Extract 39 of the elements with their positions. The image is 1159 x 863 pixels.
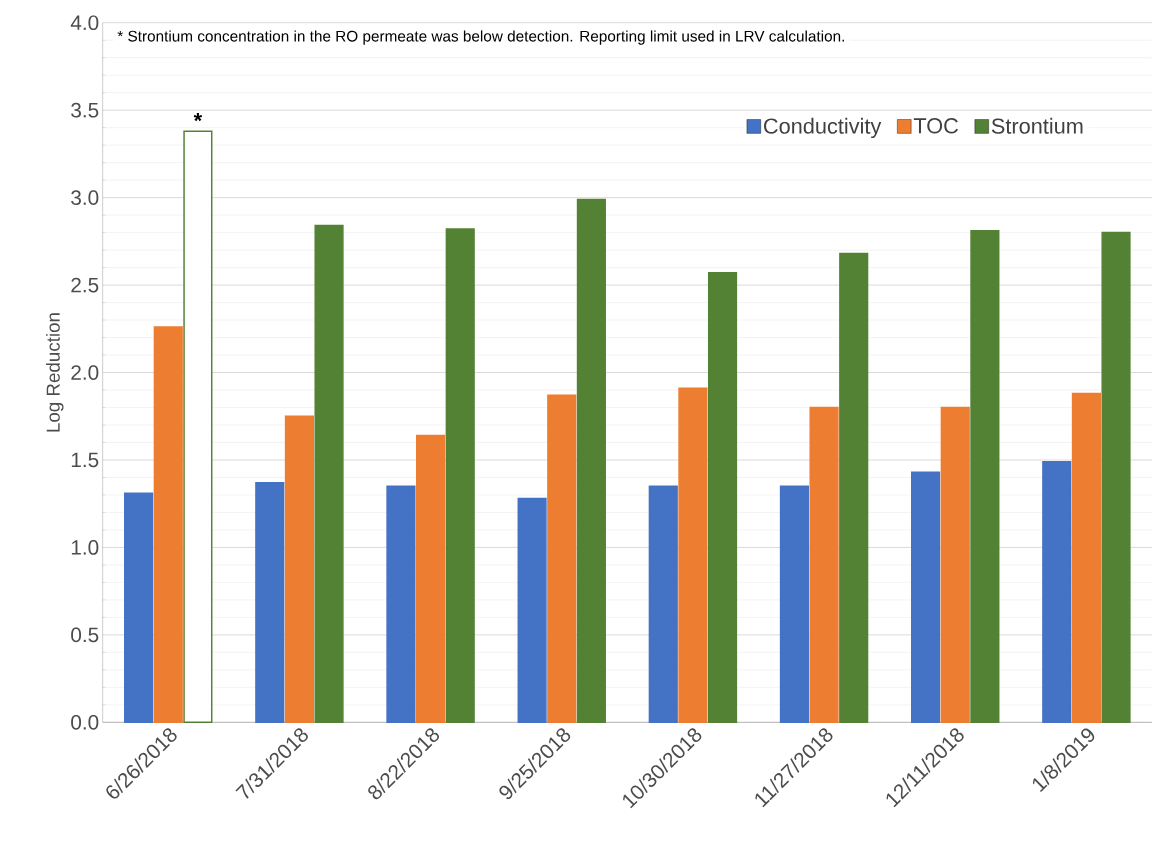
bar: [183, 130, 213, 724]
legend-label: Strontium: [991, 117, 1083, 134]
y-tick-label: 2.5: [71, 277, 99, 293]
bar: [255, 482, 285, 724]
bar: [648, 485, 678, 724]
y-tick-label: 0.0: [71, 715, 99, 730]
y-tick-label: 0.5: [71, 627, 99, 643]
bar: [911, 471, 941, 724]
annotation: *: [193, 113, 203, 122]
bar: [678, 387, 708, 724]
y-tick-label: 3.5: [71, 103, 99, 118]
bar: [1071, 392, 1101, 724]
bar: [576, 198, 606, 724]
bar: [314, 225, 344, 724]
bar: [940, 406, 970, 724]
y-tick-label: 2.0: [71, 365, 99, 381]
bar: [970, 230, 1000, 724]
bar: [416, 434, 446, 724]
annotation: * Strontium concentration in the RO permeate was below detection. Reporting limit used in LRV calculation.: [117, 30, 844, 45]
bar: [1042, 461, 1072, 724]
bar: [809, 406, 839, 724]
legend-label: Conductivity: [764, 117, 882, 139]
bar: [284, 415, 314, 724]
y-tick-label: 3.0: [71, 190, 99, 206]
bar: [779, 485, 809, 724]
y-tick-label: 1.0: [71, 540, 99, 555]
legend-label: TOC: [913, 118, 959, 134]
bar: [707, 272, 738, 724]
y-tick-label: 4.0: [70, 15, 99, 31]
bar: [445, 228, 475, 724]
bar: [547, 394, 577, 724]
bar: [124, 492, 154, 724]
y-axis-title: Log Reduction: [46, 313, 64, 432]
bar: [153, 326, 183, 724]
bar: [839, 253, 869, 724]
bar: [386, 485, 416, 724]
bar: [1101, 232, 1131, 724]
y-tick-label: 1.5: [71, 452, 99, 468]
bar: [517, 497, 547, 724]
